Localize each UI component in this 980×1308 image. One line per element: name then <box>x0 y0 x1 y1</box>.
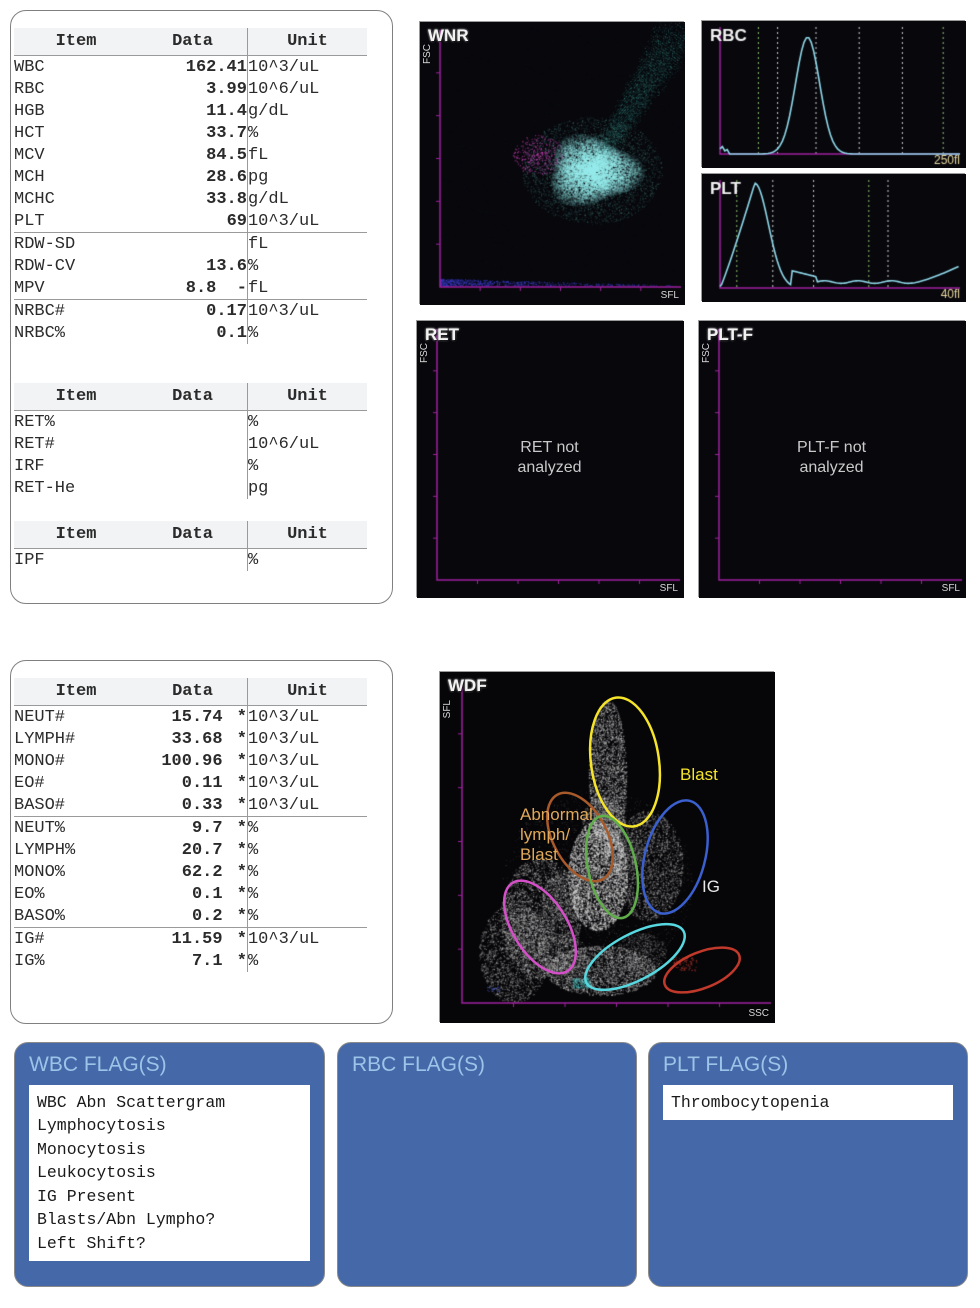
svg-text:Abnormal: Abnormal <box>520 805 593 824</box>
svg-text:Blast: Blast <box>680 765 718 784</box>
svg-text:Blast: Blast <box>520 845 558 864</box>
svg-text:lymph/: lymph/ <box>520 825 570 844</box>
svg-text:IG: IG <box>702 877 720 896</box>
